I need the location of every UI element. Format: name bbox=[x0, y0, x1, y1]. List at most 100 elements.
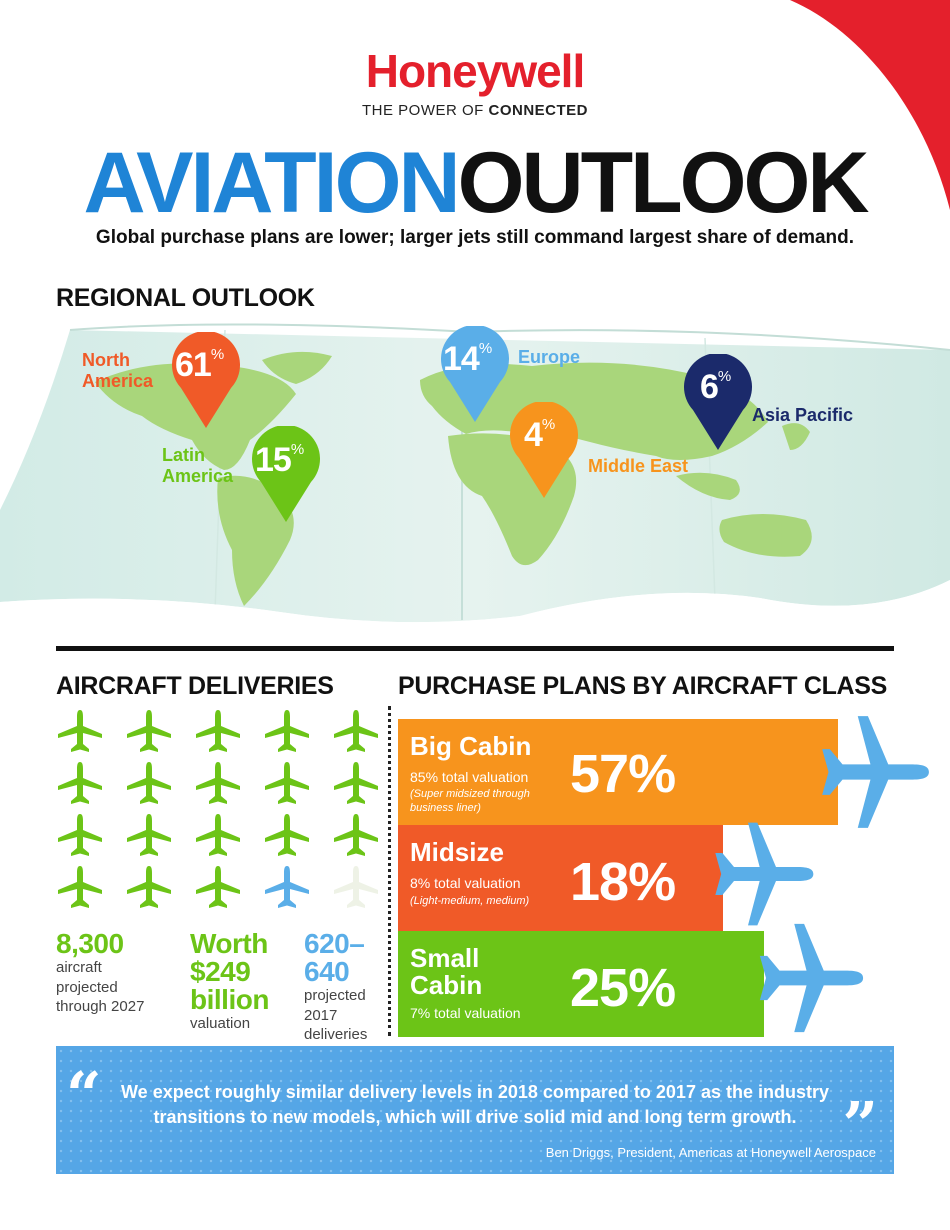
plane-icon bbox=[332, 864, 380, 912]
corner-swoosh bbox=[790, 0, 950, 210]
bar-midsize-note: (Light-medium, medium) bbox=[410, 895, 530, 907]
bar-midsize: Midsize 8% total valuation (Light-medium… bbox=[398, 825, 723, 931]
stat-worth-caption: valuation bbox=[190, 1015, 251, 1032]
stat-worth-line3: billion bbox=[190, 984, 269, 1015]
bar-small-cabin-valuation: 7% total valuation bbox=[410, 1005, 521, 1021]
stat-worth-line1: Worth bbox=[190, 928, 268, 959]
bar-big-cabin-valuation: 85% total valuation bbox=[410, 769, 529, 785]
deliveries-heading: AIRCRAFT DELIVERIES bbox=[56, 672, 334, 700]
close-quote-icon: ” bbox=[842, 1088, 878, 1161]
region-name-line2: America bbox=[162, 465, 234, 486]
pin-label-north-america: 61% bbox=[175, 346, 224, 385]
pin-north-america bbox=[172, 332, 240, 428]
region-name-line1: Latin bbox=[162, 445, 205, 465]
name-line2: Cabin bbox=[410, 970, 483, 1001]
stat-aircraft: 8,300 aircraft projected through 2027 bbox=[56, 930, 144, 1017]
bar-big-cabin-note: (Super midsized through business liner) bbox=[410, 788, 530, 816]
pin-label-latin-america: 15% bbox=[255, 441, 304, 480]
title-part1: AVIATION bbox=[83, 135, 460, 231]
bar-big-cabin: Big Cabin 85% total valuation (Super mid… bbox=[398, 719, 838, 825]
plane-icon bbox=[263, 708, 311, 756]
brand-block: Honeywell THE POWER OF CONNECTED bbox=[0, 48, 950, 119]
stat-deliveries-caption2: 2017 bbox=[304, 1006, 338, 1024]
region-name-line1: Asia Pacific bbox=[752, 405, 854, 425]
value-europe: 14 bbox=[443, 340, 480, 378]
quote-box: “ We expect roughly similar delivery lev… bbox=[56, 1046, 894, 1174]
region-name-line2: America bbox=[82, 370, 154, 391]
region-label-asia-pacific: Asia Pacific bbox=[752, 405, 853, 426]
name-line1: Small bbox=[410, 943, 480, 973]
region-label-europe: Europe bbox=[518, 347, 580, 368]
plane-icon bbox=[125, 864, 173, 912]
tagline-bold: CONNECTED bbox=[488, 102, 589, 119]
stat-aircraft-value: 8,300 bbox=[56, 928, 124, 959]
brand-logo: Honeywell bbox=[365, 45, 586, 97]
region-name-line1: Middle East bbox=[588, 456, 689, 476]
plane-icon bbox=[56, 812, 104, 860]
stat-deliveries-caption1: projected bbox=[304, 987, 366, 1004]
pin-latin-america bbox=[252, 426, 320, 522]
region-name-line1: Europe bbox=[518, 347, 581, 367]
quote-attribution: Ben Driggs, President, Americas at Honey… bbox=[545, 1145, 876, 1160]
bar-small-cabin-percent: 25% bbox=[570, 958, 676, 1018]
bar-small-cabin: Small Cabin 7% total valuation 25% bbox=[398, 931, 764, 1037]
region-name-line1: North bbox=[82, 350, 130, 370]
plane-icon bbox=[263, 812, 311, 860]
pin-label-asia-pacific: 6% bbox=[700, 368, 731, 407]
plane-icon bbox=[125, 708, 173, 756]
stat-aircraft-line3: through 2027 bbox=[56, 998, 145, 1015]
bar-midsize-valuation: 8% total valuation bbox=[410, 875, 521, 891]
brand-tagline: THE POWER OF CONNECTED bbox=[0, 102, 950, 119]
value-middle-east: 4 bbox=[524, 416, 543, 454]
pin-label-europe: 14% bbox=[443, 340, 492, 379]
stat-deliveries-line1: 620– bbox=[304, 928, 365, 959]
plane-icon bbox=[194, 812, 242, 860]
unit-europe: % bbox=[478, 340, 492, 357]
value-latin-america: 15 bbox=[255, 441, 292, 479]
plane-grid bbox=[56, 708, 376, 923]
plane-icon bbox=[56, 708, 104, 756]
note-line2: business liner) bbox=[410, 801, 481, 814]
value-north-america: 61 bbox=[175, 346, 212, 384]
plane-icon bbox=[56, 760, 104, 808]
unit-latin-america: % bbox=[290, 441, 304, 458]
bar-big-cabin-name: Big Cabin bbox=[410, 731, 532, 761]
plane-icon bbox=[56, 864, 104, 912]
unit-asia-pacific: % bbox=[717, 368, 731, 385]
page-subtitle: Global purchase plans are lower; larger … bbox=[95, 227, 855, 248]
plane-icon bbox=[332, 760, 380, 808]
stat-aircraft-line1: aircraft bbox=[56, 959, 102, 976]
quote-text: We expect roughly similar delivery level… bbox=[86, 1080, 864, 1130]
plane-icon bbox=[332, 812, 380, 860]
region-label-middle-east: Middle East bbox=[588, 456, 688, 477]
plane-icon bbox=[125, 812, 173, 860]
regional-heading: REGIONAL OUTLOOK bbox=[56, 284, 315, 312]
stat-worth-line2: $249 bbox=[190, 956, 251, 987]
region-label-latin-america: Latin America bbox=[162, 445, 233, 486]
stat-worth: Worth $249 billion valuation bbox=[190, 930, 269, 1034]
plane-icon bbox=[194, 864, 242, 912]
stat-deliveries: 620– 640 projected 2017 deliveries bbox=[304, 930, 367, 1045]
plane-icon-big-cabin bbox=[812, 705, 934, 839]
note-line1: (Super midsized through bbox=[410, 788, 530, 800]
plane-icon bbox=[125, 760, 173, 808]
quote-line2: transitions to new models, which will dr… bbox=[153, 1107, 797, 1128]
section-divider bbox=[56, 646, 894, 651]
stat-aircraft-line2: projected bbox=[56, 978, 118, 996]
quote-line1: We expect roughly similar delivery level… bbox=[121, 1082, 829, 1102]
plane-icon bbox=[263, 760, 311, 808]
stat-deliveries-caption3: deliveries bbox=[304, 1026, 368, 1043]
plane-icon bbox=[263, 864, 311, 912]
unit-middle-east: % bbox=[541, 416, 555, 433]
pin-middle-east bbox=[510, 402, 578, 498]
pin-asia-pacific bbox=[684, 354, 752, 450]
region-label-north-america: North America bbox=[82, 350, 153, 391]
open-quote-icon: “ bbox=[66, 1058, 102, 1131]
bar-midsize-name: Midsize bbox=[410, 837, 504, 867]
pin-europe bbox=[441, 326, 509, 422]
pin-label-middle-east: 4% bbox=[524, 416, 555, 455]
plane-icon bbox=[332, 708, 380, 756]
value-asia-pacific: 6 bbox=[700, 368, 719, 406]
page-title: AVIATIONOUTLOOK bbox=[0, 140, 950, 226]
bar-small-cabin-name: Small Cabin bbox=[410, 943, 483, 1001]
